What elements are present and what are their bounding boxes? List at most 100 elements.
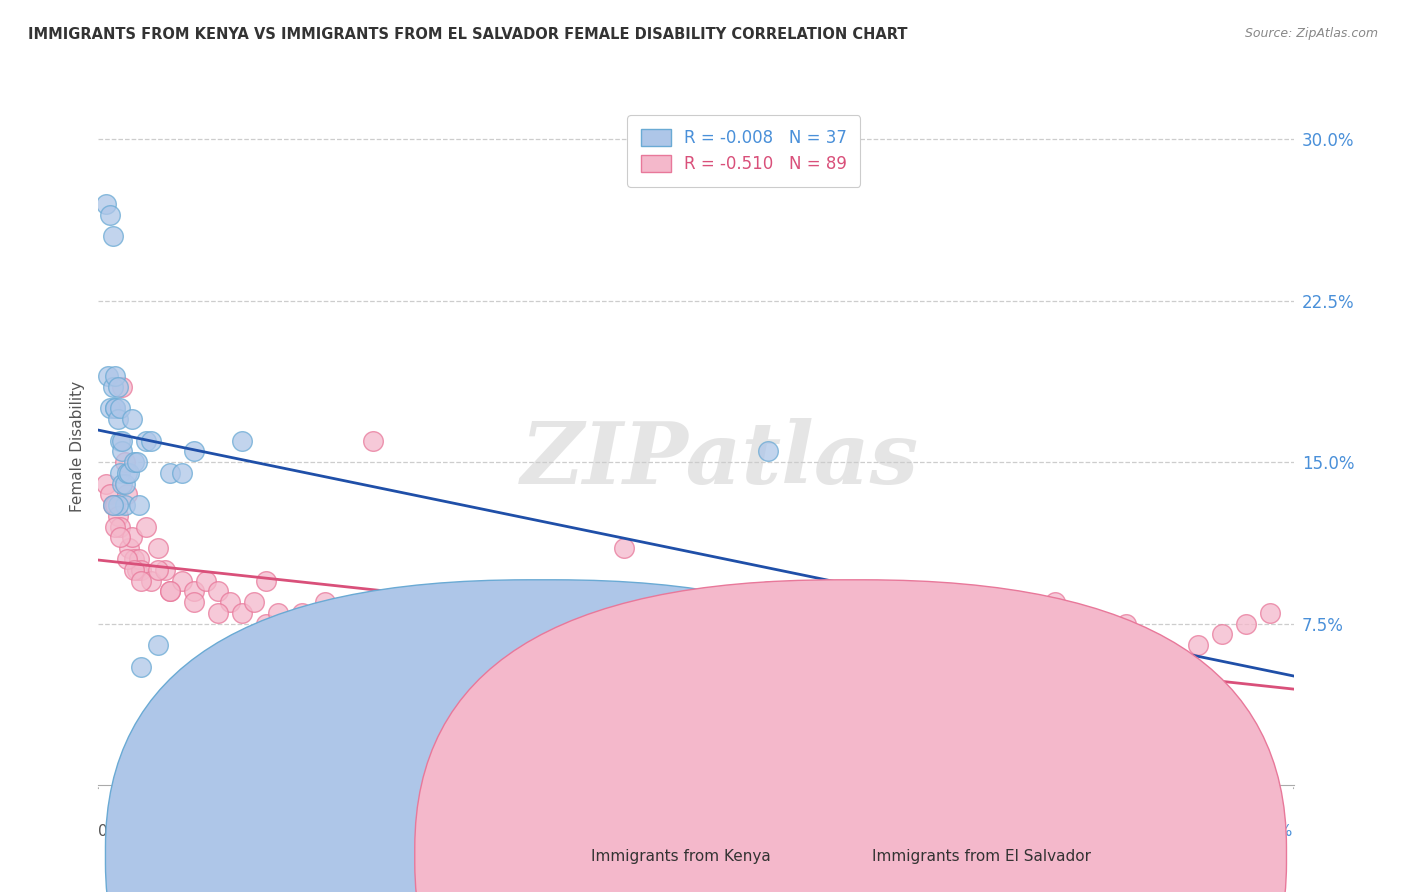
Point xyxy=(709,659,731,673)
Point xyxy=(254,616,277,631)
Point xyxy=(972,681,994,695)
Point xyxy=(104,401,127,416)
Point xyxy=(131,659,153,673)
Point xyxy=(613,627,636,641)
Point xyxy=(98,487,122,501)
Point xyxy=(148,541,170,556)
Point xyxy=(195,574,218,588)
Point xyxy=(104,369,127,384)
Text: Immigrants from Kenya: Immigrants from Kenya xyxy=(591,849,770,863)
Point xyxy=(756,444,779,458)
Point xyxy=(852,659,875,673)
Point xyxy=(108,466,131,480)
Point xyxy=(278,616,301,631)
Point xyxy=(1139,659,1161,673)
Point xyxy=(254,574,277,588)
Point xyxy=(107,380,129,394)
Point xyxy=(131,563,153,577)
Point xyxy=(131,574,153,588)
Point xyxy=(183,584,205,599)
Point xyxy=(118,466,141,480)
Point xyxy=(172,466,194,480)
Point xyxy=(101,498,124,512)
Text: ZIPatlas: ZIPatlas xyxy=(520,417,920,501)
Point xyxy=(108,519,131,533)
FancyBboxPatch shape xyxy=(105,580,977,892)
Point xyxy=(517,627,540,641)
Point xyxy=(114,476,136,491)
Point xyxy=(315,595,337,609)
Point xyxy=(139,574,162,588)
Point xyxy=(900,670,922,684)
Point xyxy=(159,584,181,599)
Point xyxy=(1115,616,1137,631)
Point xyxy=(756,584,779,599)
Point xyxy=(108,434,131,448)
Text: IMMIGRANTS FROM KENYA VS IMMIGRANTS FROM EL SALVADOR FEMALE DISABILITY CORRELATI: IMMIGRANTS FROM KENYA VS IMMIGRANTS FROM… xyxy=(28,27,908,42)
Point xyxy=(541,638,564,652)
Point xyxy=(291,606,314,620)
Point xyxy=(1187,638,1209,652)
Point xyxy=(115,552,138,566)
Point xyxy=(733,648,755,663)
Point xyxy=(852,648,875,663)
Point xyxy=(124,455,146,469)
Point xyxy=(101,498,124,512)
Point xyxy=(159,466,181,480)
Point xyxy=(350,627,373,641)
Point xyxy=(114,455,136,469)
Point xyxy=(876,670,898,684)
Y-axis label: Female Disability: Female Disability xyxy=(69,380,84,512)
Point xyxy=(494,638,516,652)
Point xyxy=(302,616,325,631)
Point xyxy=(98,401,122,416)
Point xyxy=(115,466,138,480)
Point xyxy=(589,638,612,652)
Point xyxy=(183,444,205,458)
Point xyxy=(565,595,588,609)
Point xyxy=(780,648,803,663)
Point xyxy=(104,519,127,533)
Point xyxy=(124,552,146,566)
Point xyxy=(207,606,229,620)
Point xyxy=(1211,627,1233,641)
Point xyxy=(207,584,229,599)
Point xyxy=(128,498,150,512)
Point xyxy=(101,229,124,244)
Point xyxy=(172,574,194,588)
Point xyxy=(101,380,124,394)
Point xyxy=(374,627,396,641)
Text: 50.0%: 50.0% xyxy=(1246,823,1294,838)
Text: Source: ZipAtlas.com: Source: ZipAtlas.com xyxy=(1244,27,1378,40)
Point xyxy=(398,638,420,652)
Point xyxy=(243,595,266,609)
Point xyxy=(94,197,117,211)
Point xyxy=(148,563,170,577)
Point xyxy=(111,380,134,394)
Point xyxy=(1258,606,1281,620)
Point xyxy=(107,498,129,512)
Point xyxy=(302,616,325,631)
Point xyxy=(111,444,134,458)
Point xyxy=(613,541,636,556)
Point xyxy=(517,627,540,641)
Point xyxy=(1234,616,1257,631)
Point xyxy=(183,595,205,609)
Point xyxy=(756,659,779,673)
Point xyxy=(108,401,131,416)
Point xyxy=(97,369,120,384)
Point xyxy=(128,552,150,566)
Point xyxy=(107,412,129,426)
Point xyxy=(924,659,946,673)
Point xyxy=(995,606,1018,620)
Point xyxy=(1067,638,1090,652)
Point xyxy=(121,531,143,545)
Point xyxy=(108,531,131,545)
Point xyxy=(125,563,148,577)
Point xyxy=(107,508,129,523)
Point xyxy=(118,541,141,556)
Point xyxy=(159,584,181,599)
Point xyxy=(139,434,162,448)
Point xyxy=(219,595,242,609)
Point xyxy=(125,455,148,469)
